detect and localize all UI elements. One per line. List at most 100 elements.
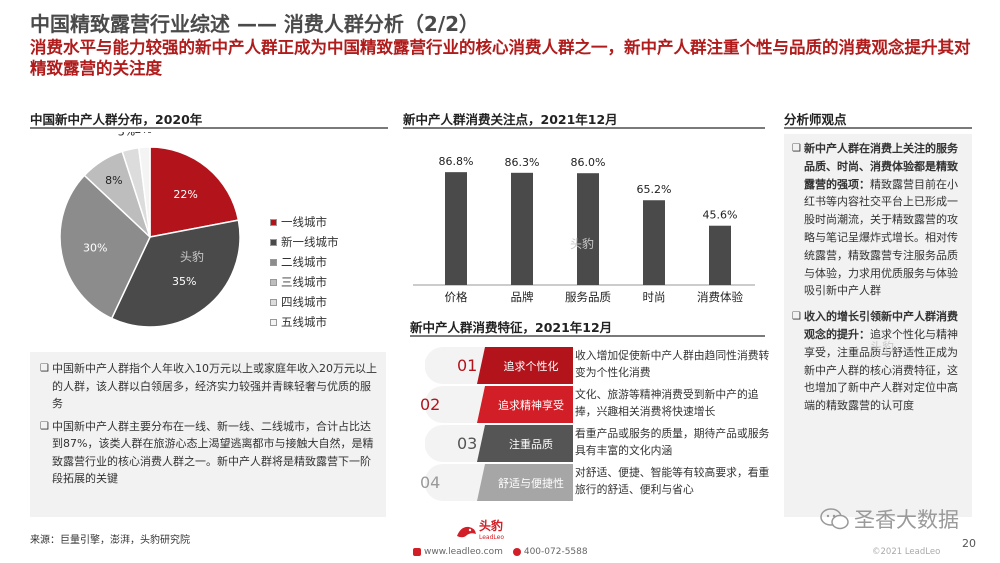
- copyright: ©2021 LeadLeo: [872, 547, 941, 557]
- page-title: 中国精致露营行业综述 —— 消费人群分析（2/2）: [30, 12, 480, 36]
- legend-swatch: [270, 318, 277, 326]
- legend-swatch: [270, 238, 277, 246]
- leopard-logo-icon: [457, 526, 476, 538]
- note-item-1: ❑ 中国新中产人群指个人年收入10万元以上或家庭年收入20万元以上的人群，该人群…: [40, 360, 378, 413]
- phone-icon: [512, 548, 521, 556]
- features-section-rule: [410, 335, 765, 337]
- feature-number: 04: [420, 473, 441, 492]
- feature-number: 01: [457, 356, 478, 375]
- legend-swatch: [270, 218, 277, 226]
- bar-value-label: 86.3%: [505, 156, 540, 169]
- bar-value-label: 45.6%: [703, 209, 738, 222]
- pie-data-label: 2%: [134, 132, 151, 136]
- analyst-watermark: 头豹: [870, 340, 895, 354]
- note-text: 中国新中产人群主要分布在一线、新一线、二线城市，合计占比达到87%，该类人群在旅…: [52, 419, 374, 486]
- legend-label: 一线城市: [281, 215, 327, 229]
- page-number: 20: [962, 537, 976, 550]
- checkbox-bullet-icon: ❑: [40, 363, 49, 374]
- leadleo-logo: 头豹 LeadLeo: [455, 519, 505, 543]
- bar-watermark: 头豹: [570, 237, 595, 251]
- pie-data-label: 30%: [83, 241, 107, 254]
- pie-slice-2: [110, 219, 241, 328]
- bar-section-rule: [403, 127, 765, 129]
- analyst-point-text: 精致露营目前在小红书等内容社交平台上已形成一股时尚潮流，关于精致露营的攻略与笔记…: [804, 177, 958, 298]
- wechat-icon: [820, 508, 849, 530]
- pie-section-title: 中国新中产人群分布，2020年: [30, 112, 203, 127]
- bar-category-label: 品牌: [511, 290, 534, 304]
- bar-section-title: 新中产人群消费关注点，2021年12月: [403, 112, 618, 127]
- pie-data-label: 3%: [118, 132, 135, 139]
- pie-data-label: 35%: [172, 275, 196, 288]
- analyst-box: ❑ 新中产人群在消费上关注的服务品质、时尚、消费体验都是精致露营的强项：精致露营…: [784, 134, 972, 517]
- logo-subtext: LeadLeo: [479, 534, 505, 541]
- legend-item: 五线城市: [270, 312, 339, 332]
- bar-1: [445, 172, 467, 285]
- analyst-point-text: 追求个性化与精神享受，注重品质与舒适性正成为新中产人群的核心消费特征，这也增加了…: [804, 327, 958, 413]
- bar-2: [511, 172, 533, 285]
- legend-label: 五线城市: [281, 315, 327, 329]
- feature-label: 追求个性化: [503, 360, 559, 373]
- feature-label: 舒适与便捷性: [498, 477, 564, 490]
- notes-box: ❑ 中国新中产人群指个人年收入10万元以上或家庭年收入20万元以上的人群，该人群…: [30, 352, 386, 517]
- analyst-rule: [784, 127, 972, 129]
- checkbox-bullet-icon: ❑: [792, 311, 801, 323]
- features-section-title: 新中产人群消费特征，2021年12月: [410, 320, 613, 335]
- bar-value-label: 86.0%: [571, 156, 606, 169]
- bar-category-label: 消费体验: [697, 290, 743, 304]
- globe-icon: [413, 548, 421, 556]
- bar-category-label: 时尚: [643, 290, 666, 304]
- phone-number: 400-072-5588: [523, 547, 588, 557]
- pie-legend: 一线城市新一线城市二线城市三线城市四线城市五线城市: [270, 212, 339, 332]
- feature-label: 追求精神享受: [498, 399, 564, 412]
- bar-value-label: 65.2%: [637, 183, 672, 196]
- bar-4: [643, 200, 665, 285]
- legend-label: 二线城市: [281, 255, 327, 269]
- wechat-watermark: 圣香大数据: [820, 504, 959, 534]
- feature-label: 注重品质: [509, 438, 553, 451]
- logo-text: 头豹: [479, 519, 504, 533]
- analyst-point-heading: 收入的增长引领新中产人群消费观念的提升：: [804, 310, 958, 341]
- page-subtitle: 消费水平与能力较强的新中产人群正成为中国精致露营行业的核心消费人群之一，新中产人…: [30, 38, 971, 78]
- wechat-account-name: 圣香大数据: [854, 508, 959, 532]
- legend-label: 三线城市: [281, 275, 327, 289]
- pie-watermark: 头豹: [180, 250, 205, 264]
- checkbox-bullet-icon: ❑: [40, 420, 49, 432]
- feature-description: 看重产品或服务的质量，期待产品或服务具有丰富的文化内涵: [575, 427, 770, 457]
- legend-item: 一线城市: [270, 212, 339, 232]
- feature-description: 收入增加促使新中产人群由趋同性消费转变为个性化消费: [575, 349, 770, 379]
- pie-data-label: 22%: [173, 188, 197, 201]
- legend-item: 三线城市: [270, 272, 339, 292]
- feature-description: 文化、旅游等精神消费受到新中产的追捧，兴趣相关消费将快速增长: [575, 388, 759, 418]
- checkbox-bullet-icon: ❑: [792, 143, 801, 154]
- bar-5: [709, 225, 731, 285]
- pie-section-rule: [30, 127, 388, 129]
- feature-description: 对舒适、便捷、智能等有较高要求，看重旅行的舒适、便利与省心: [575, 466, 770, 496]
- legend-item: 新一线城市: [270, 232, 339, 252]
- pie-slice-3: [59, 174, 151, 320]
- legend-item: 二线城市: [270, 252, 339, 272]
- legend-swatch: [270, 258, 277, 266]
- feature-number: 02: [420, 395, 441, 414]
- website-link[interactable]: www.leadleo.com: [424, 547, 503, 557]
- legend-swatch: [270, 298, 277, 306]
- bar-category-label: 价格: [445, 290, 468, 304]
- feature-number: 03: [457, 434, 478, 453]
- bar-value-label: 86.8%: [439, 155, 474, 168]
- legend-label: 四线城市: [281, 295, 327, 309]
- analyst-point-heading: 新中产人群在消费上关注的服务品质、时尚、消费体验都是精致露营的强项：: [804, 142, 958, 191]
- pie-chart: 22% 35% 30% 8% 3%2%: [59, 132, 241, 328]
- source-note: 来源：巨量引擎，澎湃，头豹研究院: [30, 535, 190, 546]
- bar-3: [577, 173, 599, 285]
- bar-category-label: 服务品质: [565, 290, 611, 304]
- pie-slice-1: [149, 146, 240, 238]
- analyst-title: 分析师观点: [784, 112, 847, 127]
- note-item-2: ❑ 中国新中产人群主要分布在一线、新一线、二线城市，合计占比达到87%，该类人群…: [40, 418, 378, 488]
- legend-item: 四线城市: [270, 292, 339, 312]
- bar-chart: 86.8% 价格 86.3% 品牌 86.0% 服务品质 65.2% 时尚 45.6% 消费体验: [413, 155, 755, 304]
- note-text: 中国新中产人群指个人年收入10万元以上或家庭年收入20万元以上的人群，该人群以白…: [52, 362, 377, 410]
- analyst-item-1: ❑ 新中产人群在消费上关注的服务品质、时尚、消费体验都是精致露营的强项：精致露营…: [792, 140, 966, 300]
- pie-data-label: 8%: [105, 174, 122, 187]
- contact-bar: www.leadleo.com 400-072-5588: [413, 547, 588, 557]
- legend-label: 新一线城市: [281, 235, 339, 249]
- pie-slice-6: [137, 146, 151, 238]
